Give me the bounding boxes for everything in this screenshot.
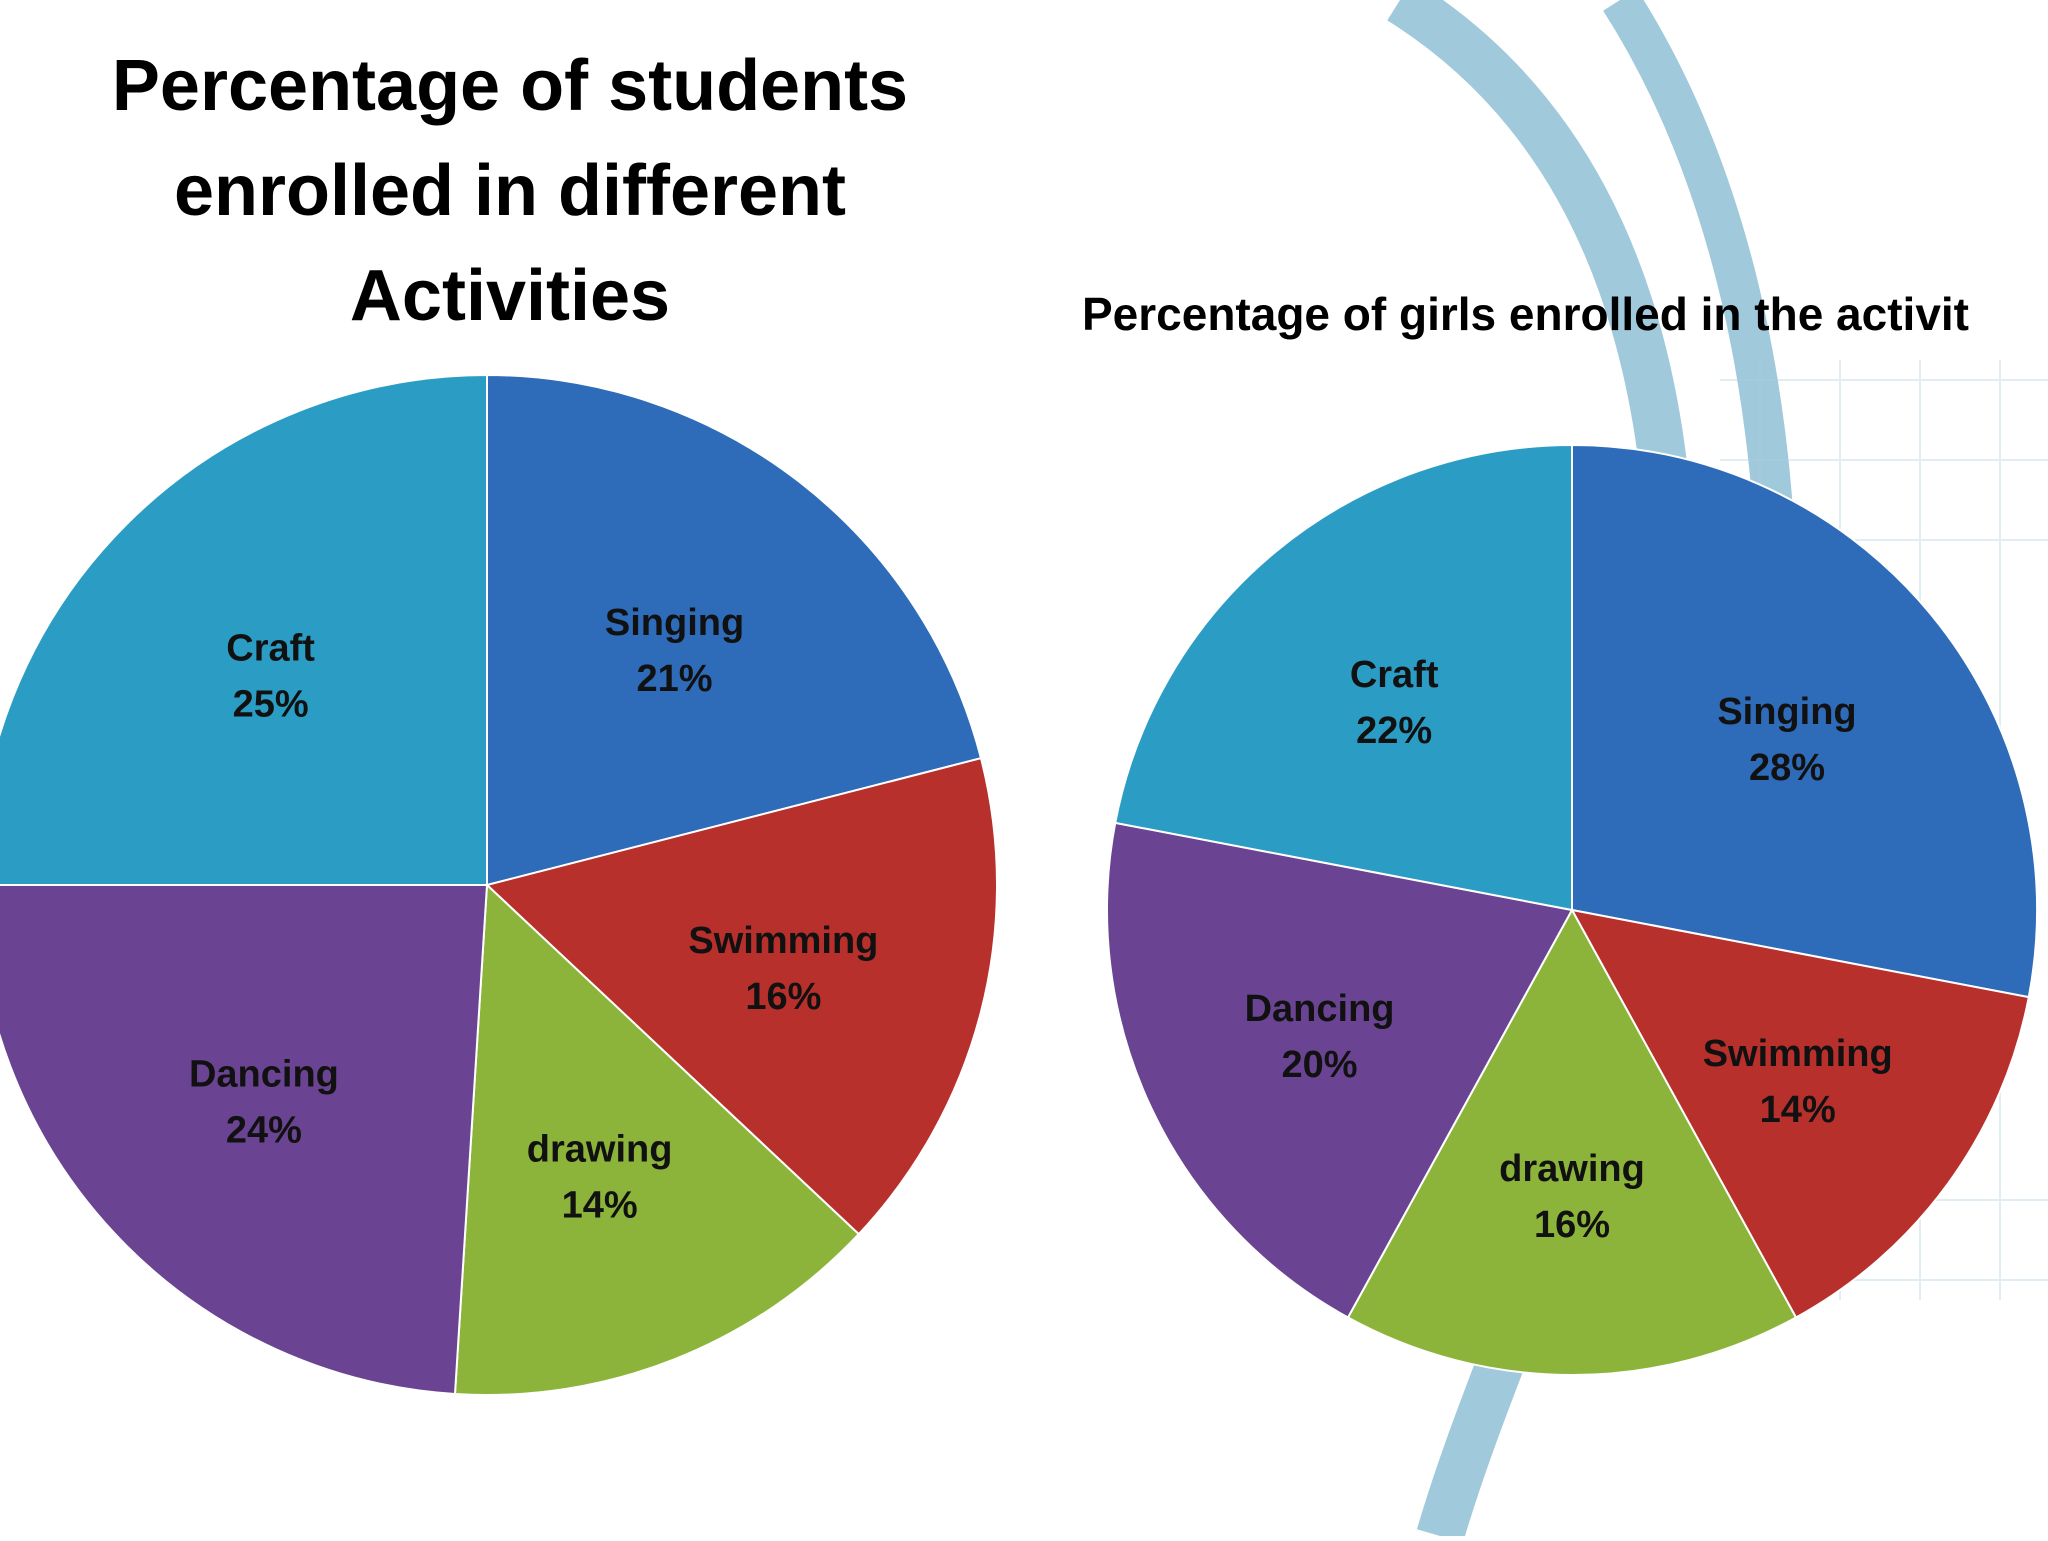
students-label-dancing: Dancing: [189, 1053, 339, 1095]
students-slice-singing: [486, 373, 983, 887]
students-slice-swimming: [484, 756, 998, 1236]
students-value-drawing: 14%: [562, 1185, 638, 1227]
chart-1-title-line-2: enrolled in different: [174, 151, 846, 231]
chart-1-title-line-1: Percentage of students: [112, 46, 908, 126]
girls-label-craft: Craft: [1350, 654, 1439, 696]
girls-value-craft: 22%: [1356, 710, 1432, 752]
chart-1-title: Percentage of students enrolled in diffe…: [112, 46, 908, 336]
students-value-singing: 21%: [637, 658, 713, 700]
chart-1-title-line-3: Activities: [350, 256, 670, 336]
girls-slice-drawing: [1346, 907, 1798, 1376]
students-slice-drawing: [453, 882, 861, 1396]
girls-label-dancing: Dancing: [1245, 988, 1395, 1030]
girls-label-swimming: Swimming: [1703, 1033, 1893, 1075]
students-label-swimming: Swimming: [688, 920, 878, 962]
girls-label-drawing: drawing: [1499, 1148, 1645, 1190]
students-slice-dancing: [0, 884, 489, 1396]
students-slice-craft: [0, 373, 488, 886]
pie-chart-girls: Singing 28% Swimming 14% drawing 16% Dancing 20…: [1106, 443, 2038, 1376]
students-label-singing: Singing: [605, 602, 744, 644]
chart-2-title: Percentage of girls enrolled in the acti…: [1082, 288, 1969, 340]
students-value-swimming: 16%: [745, 976, 821, 1018]
girls-value-drawing: 16%: [1534, 1204, 1610, 1246]
pie-chart-students: Singing 21% Swimming 16% drawing 14% Dancing 24…: [0, 373, 998, 1396]
girls-slice-singing: [1571, 443, 2038, 999]
students-label-drawing: drawing: [527, 1129, 673, 1171]
girls-value-swimming: 14%: [1760, 1089, 1836, 1131]
girls-slice-craft: [1114, 443, 1573, 912]
girls-label-singing: Singing: [1717, 691, 1856, 733]
students-label-craft: Craft: [226, 628, 315, 670]
girls-slice-swimming: [1570, 908, 2030, 1319]
girls-slice-dancing: [1106, 821, 1574, 1319]
girls-value-singing: 28%: [1749, 747, 1825, 789]
students-value-craft: 25%: [233, 684, 309, 726]
girls-value-dancing: 20%: [1282, 1044, 1358, 1086]
students-value-dancing: 24%: [226, 1109, 302, 1151]
